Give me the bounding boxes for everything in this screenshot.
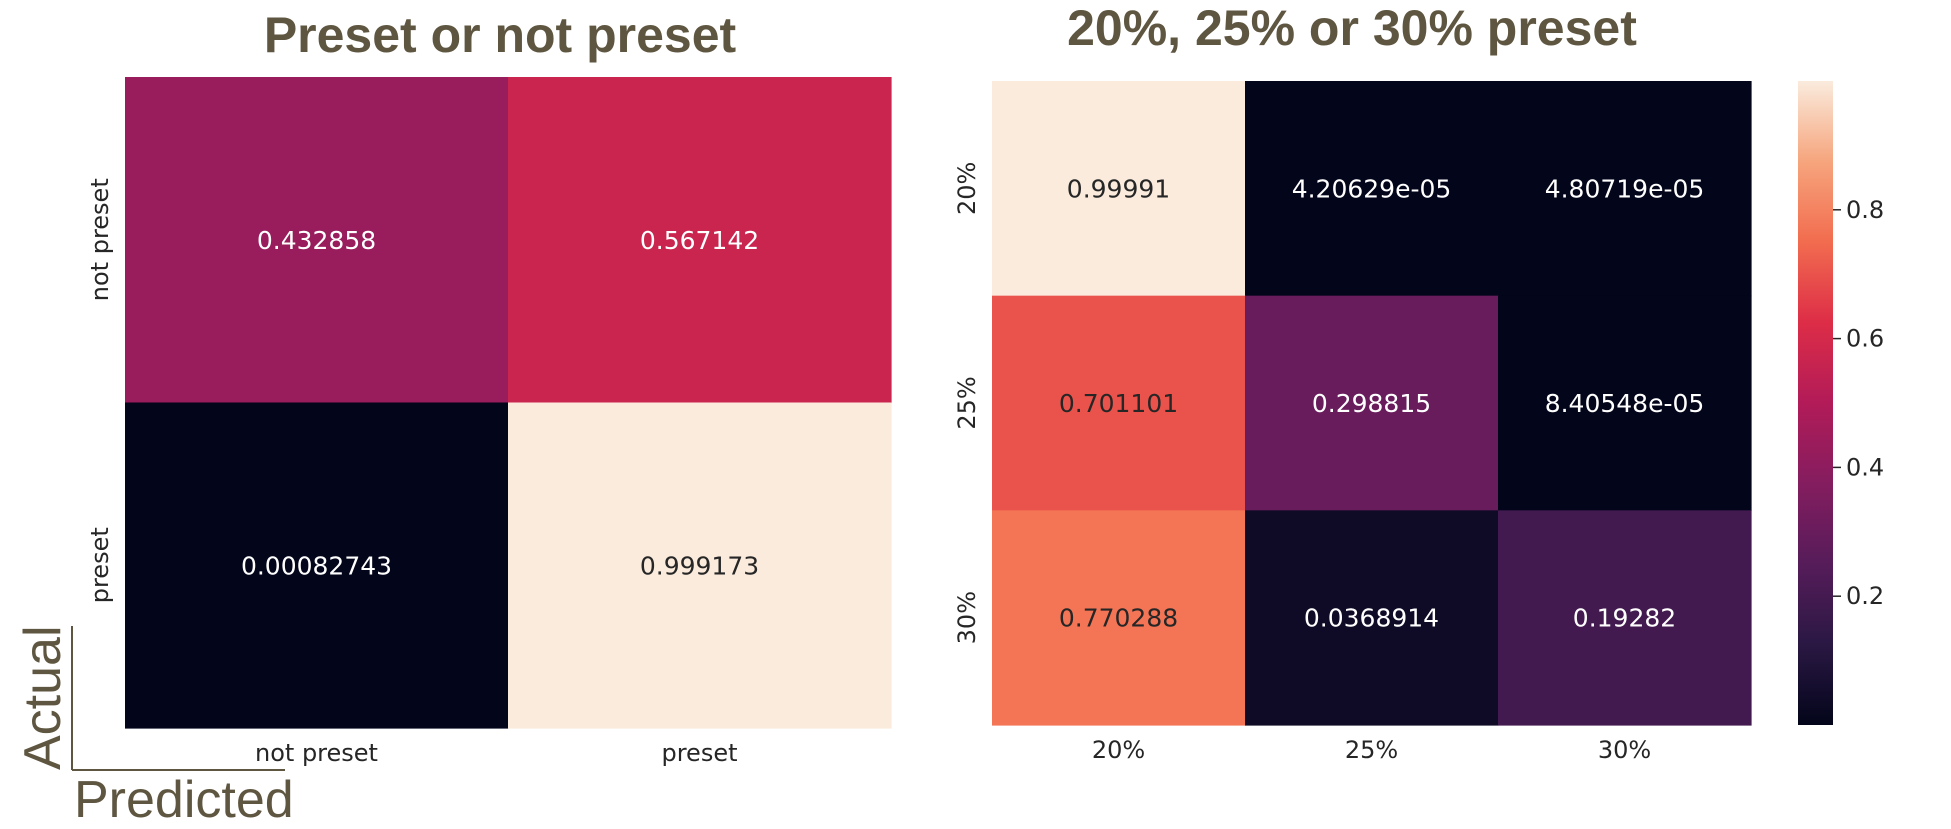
right-heatmap-cells: 0.99991 4.20629e-05 4.80719e-05 0.701101 0.2…: [992, 81, 1752, 726]
heatmap-cell: [992, 295, 1246, 511]
heatmap-cell-label: 0.432858: [257, 226, 376, 255]
left-chart-title: Preset or not preset: [264, 7, 737, 63]
heatmap-cell-label: 0.0368914: [1304, 604, 1439, 633]
colorbar-gradient: [1798, 81, 1833, 725]
actual-label: Actual: [14, 625, 72, 770]
heatmap-cell-label: 0.701101: [1059, 389, 1178, 418]
left-x-tick-label: preset: [661, 739, 737, 767]
colorbar: 0.2 0.4 0.6 0.8: [1798, 81, 1884, 725]
heatmap-cell-label: 0.298815: [1312, 389, 1431, 418]
heatmap-cell-label: 0.99991: [1067, 174, 1170, 203]
left-heatmap-cells: 0.432858 0.567142 0.00082743 0.999173: [125, 77, 892, 729]
right-y-tick-labels: 20% 25% 30%: [953, 162, 981, 645]
right-chart-title: 20%, 25% or 30% preset: [1067, 0, 1637, 56]
colorbar-tick-label: 0.8: [1846, 196, 1884, 224]
colorbar-tick-label: 0.2: [1846, 582, 1884, 610]
right-x-tick-labels: 20% 25% 30%: [1092, 736, 1651, 764]
left-y-tick-label: not preset: [86, 178, 114, 301]
left-y-tick-label: preset: [86, 527, 114, 603]
heatmap-cell-label: 4.80719e-05: [1545, 174, 1705, 203]
axis-corner-annotation: Actual Predicted: [14, 625, 294, 829]
left-x-tick-label: not preset: [255, 739, 378, 767]
right-heatmap: 20%, 25% or 30% preset 0.99991 4.20629e-0…: [953, 0, 1752, 764]
heatmap-cell: [508, 402, 892, 729]
right-x-tick-label: 30%: [1598, 736, 1651, 764]
colorbar-ticks: 0.2 0.4 0.6 0.8: [1833, 196, 1884, 610]
heatmap-cell: [1245, 81, 1499, 297]
predicted-label: Predicted: [74, 771, 294, 829]
left-heatmap: Preset or not preset 0.432858 0.567142 0.0…: [86, 7, 892, 767]
heatmap-cell-label: 0.19282: [1573, 604, 1676, 633]
heatmap-cell-label: 8.40548e-05: [1545, 389, 1705, 418]
heatmap-cell-label: 0.00082743: [241, 551, 392, 580]
right-x-tick-label: 25%: [1345, 736, 1398, 764]
right-y-tick-label: 20%: [953, 162, 981, 215]
heatmap-cell: [125, 402, 509, 729]
heatmap-cell: [1245, 295, 1499, 511]
heatmap-cell: [508, 77, 892, 404]
right-y-tick-label: 30%: [953, 591, 981, 644]
heatmap-cell: [992, 510, 1246, 726]
left-y-tick-labels: not preset preset: [86, 178, 114, 603]
heatmap-cell-label: 4.20629e-05: [1292, 174, 1452, 203]
heatmap-cell-label: 0.567142: [640, 226, 759, 255]
colorbar-tick-label: 0.6: [1846, 325, 1884, 353]
heatmap-cell: [1498, 295, 1752, 511]
right-y-tick-label: 25%: [953, 376, 981, 429]
heatmap-cell: [1498, 81, 1752, 297]
heatmap-cell: [992, 81, 1246, 297]
right-x-tick-label: 20%: [1092, 736, 1145, 764]
left-x-tick-labels: not preset preset: [255, 739, 737, 767]
heatmap-cell: [1245, 510, 1499, 726]
heatmap-cell: [1498, 510, 1752, 726]
heatmap-cell: [125, 77, 509, 404]
heatmap-cell-label: 0.999173: [640, 551, 759, 580]
heatmap-cell-label: 0.770288: [1059, 604, 1178, 633]
colorbar-tick-label: 0.4: [1846, 453, 1884, 481]
